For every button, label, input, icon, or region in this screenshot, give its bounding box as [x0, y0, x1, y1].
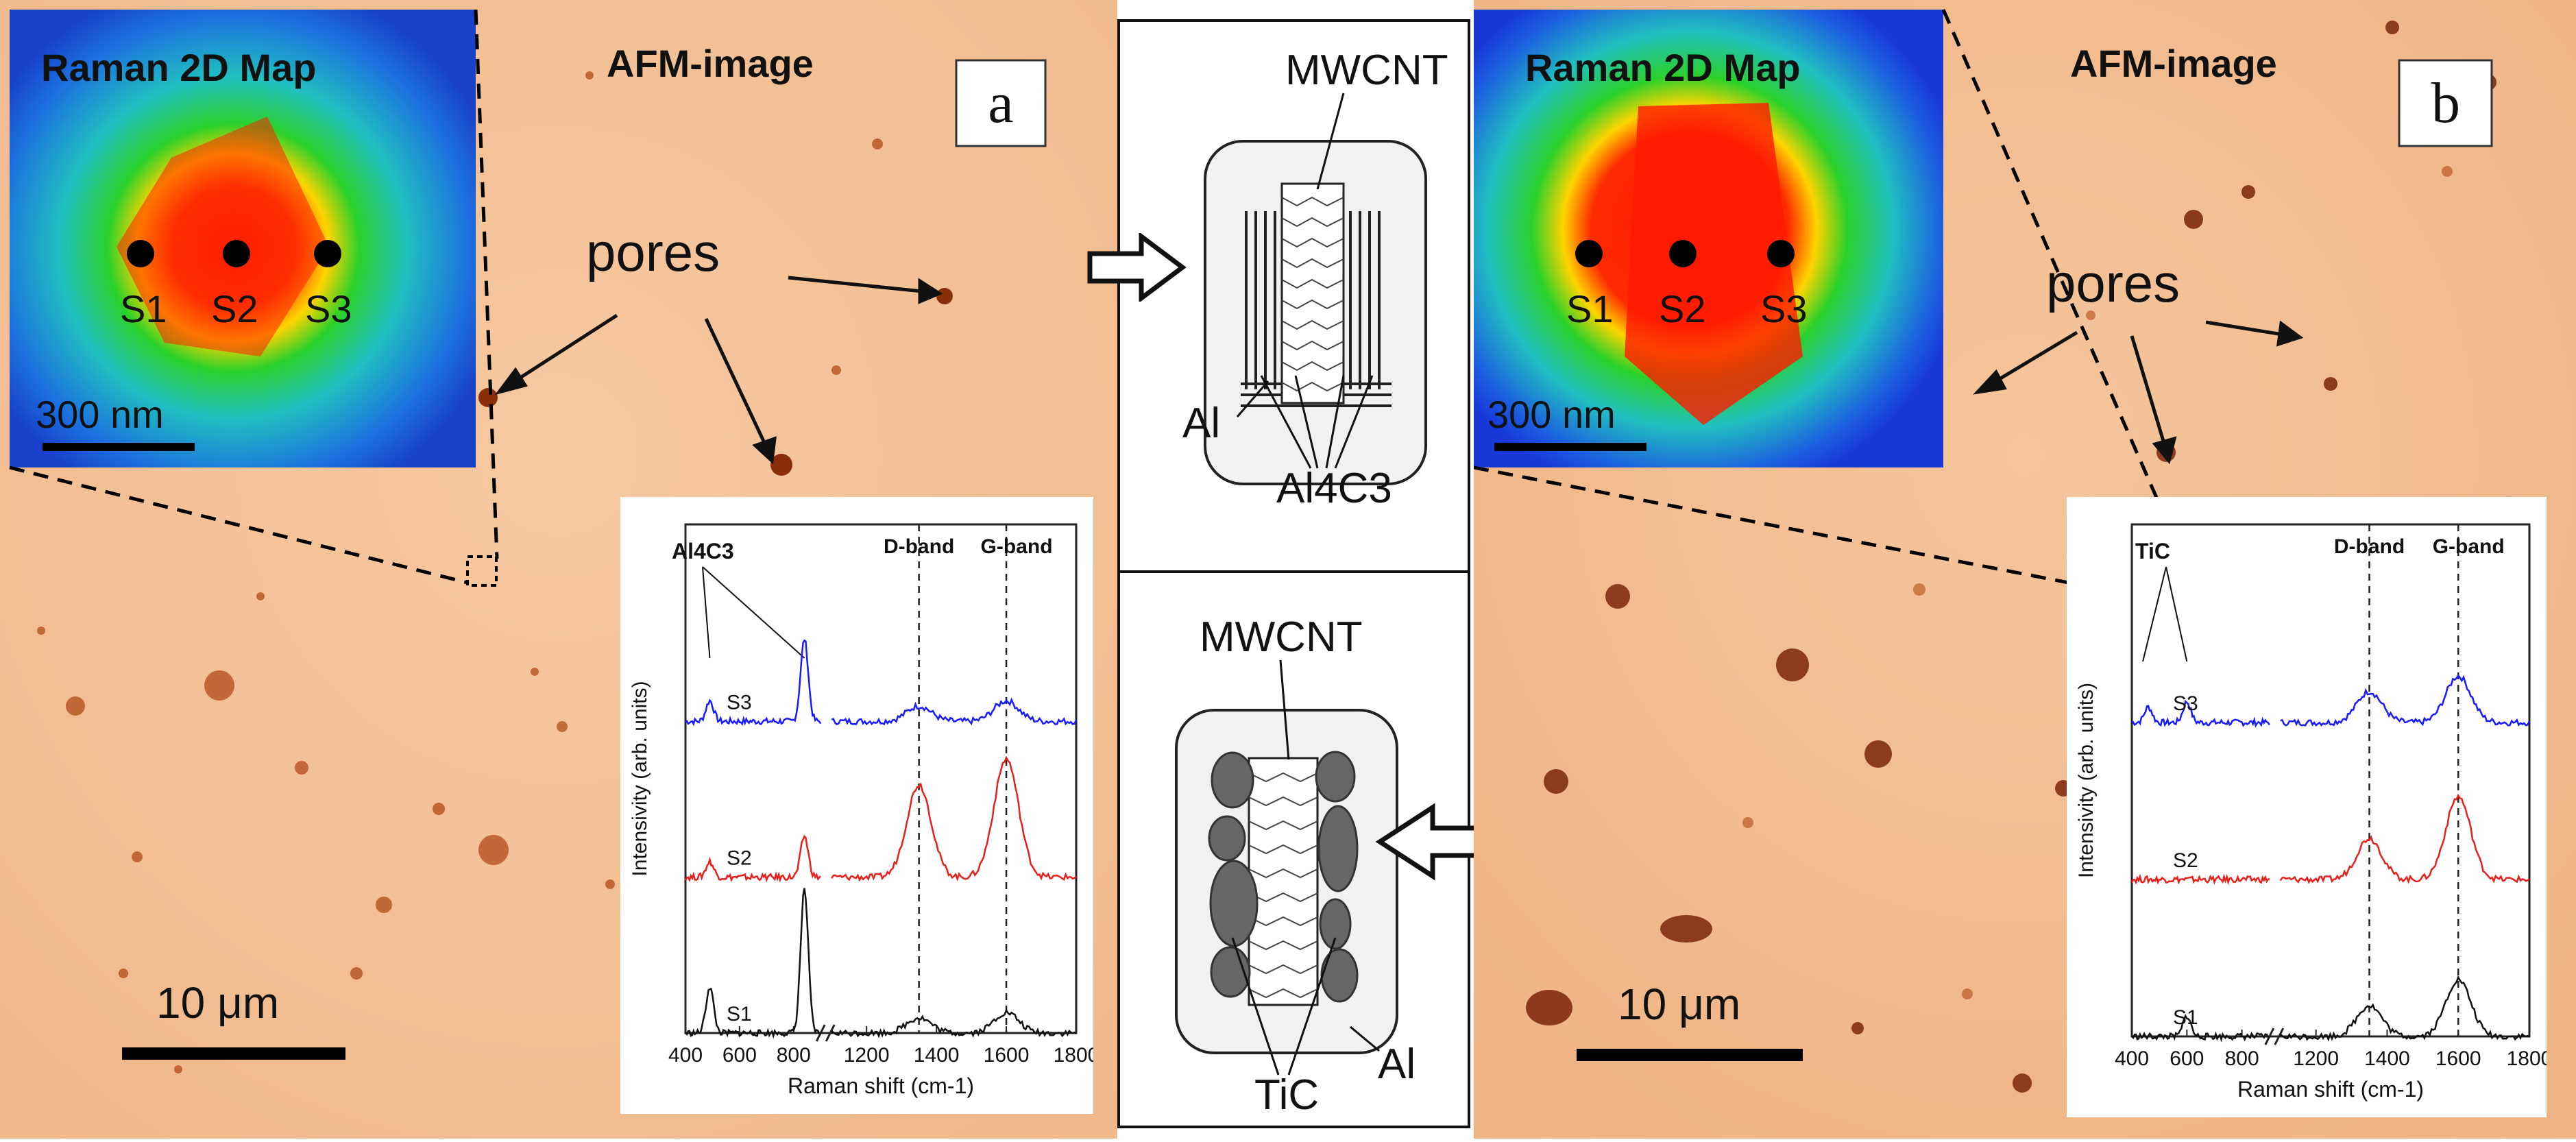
x-tick-label: 1800 — [2507, 1047, 2547, 1070]
phase-arrow — [2142, 566, 2167, 662]
raman-title-a: Raman 2D Map — [41, 46, 316, 89]
panel-b: Raman 2D Map S1 S2 S3 300 nm AFM-image b… — [1473, 0, 2576, 1139]
x-tick-label: 400 — [668, 1044, 703, 1067]
x-tick-label: 1800 — [1054, 1044, 1093, 1067]
scale-bar-inset-b — [1494, 443, 1647, 451]
y-axis-label: Intensivity (arb. units) — [629, 681, 651, 876]
point-s1-a — [127, 240, 154, 267]
label-s1-b: S1 — [1566, 287, 1614, 330]
axis-break — [815, 1024, 836, 1042]
raman-spectrum-chart-a: 400 600 800 1200 1400 1600 1800 D-band G-band Ram… — [620, 497, 1093, 1114]
phase-arrow — [2165, 566, 2188, 662]
x-tick-label: 1400 — [2364, 1047, 2410, 1070]
panel-letter-b: b — [2431, 71, 2460, 135]
pores-label-a: pores — [586, 222, 720, 282]
point-s2-b — [1669, 240, 1697, 267]
afm-title-b: AFM-image — [2070, 42, 2277, 85]
panel-letter-box-a — [955, 59, 1047, 147]
label-s1-a: S1 — [120, 287, 167, 330]
point-s3-a — [314, 240, 341, 267]
schematic-top: MWCNT Al Al4C3 — [1182, 47, 1448, 512]
mwcnt-label-bottom: MWCNT — [1200, 613, 1363, 661]
point-s2-a — [223, 240, 250, 267]
pores-arrows-a — [494, 276, 943, 465]
point-s1-b — [1575, 240, 1603, 267]
pores-label-b: pores — [2046, 253, 2180, 313]
x-tick-label: 600 — [2170, 1047, 2204, 1070]
al-label-bottom: Al — [1378, 1041, 1415, 1088]
x-tick-label: 1400 — [914, 1044, 960, 1067]
x-tick-label: 600 — [722, 1044, 757, 1067]
arrow-to-schematic-top — [1087, 233, 1187, 302]
scale-afm-a: 10 μm — [156, 978, 279, 1028]
series-label-s1: S1 — [727, 1003, 752, 1025]
series-label-s2: S2 — [2173, 849, 2198, 872]
al4c3-label-top: Al4C3 — [1276, 465, 1392, 512]
series-label-s2: S2 — [727, 847, 752, 870]
g-band-label: G-band — [981, 535, 1053, 558]
point-s3-b — [1767, 240, 1795, 267]
x-tick-label: 1600 — [2435, 1047, 2481, 1070]
panel-letter-box-b — [2398, 59, 2493, 147]
x-tick-label: 1600 — [984, 1044, 1030, 1067]
phase-arrow — [702, 566, 711, 659]
schematic-column: MWCNT Al Al4C3 MWCNT TiC Al — [1117, 19, 1470, 1128]
raman-spectrum-chart-b: 400 600 800 1200 1400 1600 1800 D-band G-band Ram… — [2067, 497, 2547, 1117]
scale-inset-b: 300 nm — [1487, 393, 1616, 436]
scale-bar-afm-a — [122, 1047, 345, 1060]
series-line-s3 — [685, 639, 1078, 727]
label-s2-b: S2 — [1659, 287, 1706, 330]
series-line-s1 — [685, 888, 1077, 1039]
g-band-label: G-band — [2433, 535, 2505, 558]
axis-break — [2264, 1028, 2285, 1045]
x-tick-label: 1200 — [2293, 1047, 2339, 1070]
mwcnt-label-top: MWCNT — [1285, 47, 1448, 94]
tic-label-bottom: TiC — [1254, 1071, 1319, 1119]
chart-background — [620, 497, 1093, 1114]
d-band-label: D-band — [884, 535, 954, 558]
scale-afm-b: 10 μm — [1618, 980, 1740, 1029]
al-label-top: Al — [1182, 400, 1220, 447]
x-axis-label: Raman shift (cm-1) — [2237, 1077, 2424, 1102]
x-tick-label: 800 — [777, 1044, 811, 1067]
series-line-s1 — [2131, 975, 2530, 1043]
x-tick-label: 400 — [2115, 1047, 2149, 1070]
phase-annotation: TiC — [2135, 539, 2170, 563]
series-label-s3: S3 — [727, 691, 752, 714]
phase-annotation: Al4C3 — [672, 539, 734, 563]
x-tick-label: 1200 — [844, 1044, 890, 1067]
x-tick-label: 800 — [2225, 1047, 2259, 1070]
pores-arrows-b — [1973, 320, 2304, 465]
series-line-s3 — [2131, 674, 2531, 728]
y-axis-label: Intensivity (arb. units) — [2075, 683, 2098, 878]
label-s2-a: S2 — [211, 287, 258, 330]
schematic-bottom: MWCNT TiC Al — [1175, 613, 1415, 1119]
afm-title-a: AFM-image — [607, 42, 814, 85]
label-s3-b: S3 — [1760, 287, 1808, 330]
series-label-s1: S1 — [2173, 1006, 2198, 1029]
scale-inset-a: 300 nm — [36, 393, 164, 436]
phase-arrow — [702, 566, 805, 659]
panel-letter-a: a — [988, 71, 1013, 135]
series-line-s2 — [2130, 793, 2530, 886]
series-label-s3: S3 — [2173, 692, 2198, 715]
series-line-s2 — [684, 755, 1077, 883]
scale-bar-inset-a — [42, 443, 195, 451]
raman-title-b: Raman 2D Map — [1525, 46, 1800, 89]
d-band-label: D-band — [2334, 535, 2405, 558]
chart-background — [2067, 497, 2547, 1117]
x-axis-label: Raman shift (cm-1) — [788, 1073, 974, 1098]
label-s3-a: S3 — [305, 287, 352, 330]
scale-bar-afm-b — [1577, 1049, 1803, 1061]
afm-image-b: Raman 2D Map S1 S2 S3 300 nm AFM-image b… — [1473, 0, 2576, 1139]
